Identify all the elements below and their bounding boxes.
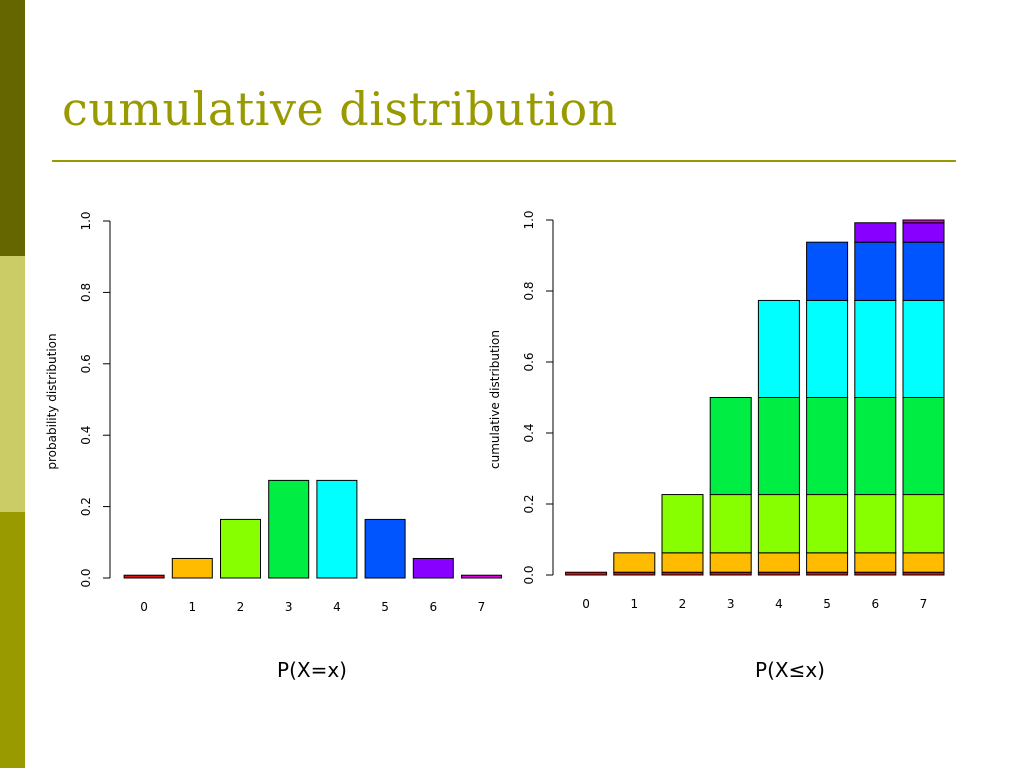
- pmf-x-tick-label: 0: [140, 600, 148, 614]
- cdf-bar-segment: [854, 241, 897, 301]
- cdf-bar-segment: [902, 299, 945, 398]
- cdf-bar-segment: [854, 397, 897, 496]
- cdf-bar-segment: [902, 552, 945, 573]
- cdf-y-tick-label: 1.0: [522, 210, 536, 229]
- cdf-bar-segment: [709, 494, 752, 554]
- pmf-x-tick-label: 7: [478, 600, 486, 614]
- cdf-bar-segment: [854, 494, 897, 554]
- pmf-y-tick-label: 0.4: [79, 426, 93, 445]
- cdf-bar-segment: [806, 299, 849, 398]
- cdf-x-tick-label: 2: [679, 597, 687, 611]
- pmf-x-tick-label: 2: [237, 600, 245, 614]
- pmf-y-tick-label: 0.8: [79, 283, 93, 302]
- cdf-x-tick-label: 5: [823, 597, 831, 611]
- cdf-bar-segment: [854, 222, 897, 243]
- cdf-x-tick-label: 1: [630, 597, 638, 611]
- pmf-x-tick-label: 3: [285, 600, 293, 614]
- cdf-bar-segment: [806, 397, 849, 496]
- cdf-bar-segment: [613, 552, 656, 573]
- pmf-x-tick-label: 1: [188, 600, 196, 614]
- pmf-bar: [268, 479, 310, 579]
- cdf-bar-segment: [902, 494, 945, 554]
- cdf-y-tick-label: 0.0: [522, 565, 536, 584]
- pmf-bar: [412, 557, 454, 579]
- pmf-y-tick-label: 0.2: [79, 497, 93, 516]
- cdf-bar-segment: [661, 552, 704, 573]
- title-divider: [52, 160, 956, 162]
- side-bar-olive: [0, 512, 25, 768]
- pmf-y-tick-label: 0.0: [79, 568, 93, 587]
- cdf-bar-segment: [709, 397, 752, 496]
- cdf-bar-segment: [902, 219, 945, 224]
- pmf-bar: [316, 479, 358, 579]
- pmf-bar: [220, 518, 261, 579]
- cdf-y-tick-label: 0.4: [522, 423, 536, 442]
- side-bar-dark: [0, 0, 25, 256]
- cdf-bar-segment: [806, 241, 849, 301]
- cdf-bar-segment: [709, 552, 752, 573]
- pmf-bar: [461, 574, 502, 579]
- pmf-y-tick-label: 0.6: [79, 354, 93, 373]
- cdf-bar-segment: [902, 397, 945, 496]
- side-bar-light: [0, 256, 25, 512]
- pmf-bar: [364, 518, 406, 579]
- cdf-y-axis-label: cumulative distribution: [488, 330, 502, 469]
- cdf-bar-segment: [565, 571, 608, 576]
- cdf-bar-segment: [757, 299, 800, 398]
- pmf-y-tick-label: 1.0: [79, 211, 93, 230]
- cdf-bar-segment: [757, 494, 800, 554]
- cdf-y-tick-label: 0.8: [522, 281, 536, 300]
- cdf-y-tick-label: 0.2: [522, 494, 536, 513]
- cdf-x-tick-label: 4: [775, 597, 783, 611]
- pmf-x-tick-label: 6: [429, 600, 437, 614]
- pmf-bar: [123, 574, 165, 579]
- right-chart-caption: P(X≤x): [755, 658, 825, 682]
- cdf-bar-segment: [854, 299, 897, 398]
- cdf-bar-segment: [854, 552, 897, 573]
- cdf-bar-segment: [902, 241, 945, 301]
- pmf-bar: [171, 557, 213, 579]
- cdf-x-tick-label: 3: [727, 597, 735, 611]
- cdf-bar-segment: [806, 494, 849, 554]
- left-chart-caption: P(X=x): [277, 658, 347, 682]
- cdf-bar-segment: [757, 552, 800, 573]
- cdf-x-tick-label: 0: [582, 597, 590, 611]
- cdf-bar-segment: [902, 222, 945, 243]
- cdf-x-tick-label: 6: [871, 597, 879, 611]
- slide-title: cumulative distribution: [62, 82, 618, 136]
- cdf-x-tick-label: 7: [920, 597, 928, 611]
- pmf-x-tick-label: 5: [381, 600, 389, 614]
- cdf-bar-segment: [757, 397, 800, 496]
- cdf-y-tick-label: 0.6: [522, 352, 536, 371]
- pmf-y-axis-label: probability distribution: [45, 333, 59, 469]
- cdf-bar-segment: [661, 494, 704, 554]
- cdf-bar-segment: [806, 552, 849, 573]
- pmf-x-tick-label: 4: [333, 600, 341, 614]
